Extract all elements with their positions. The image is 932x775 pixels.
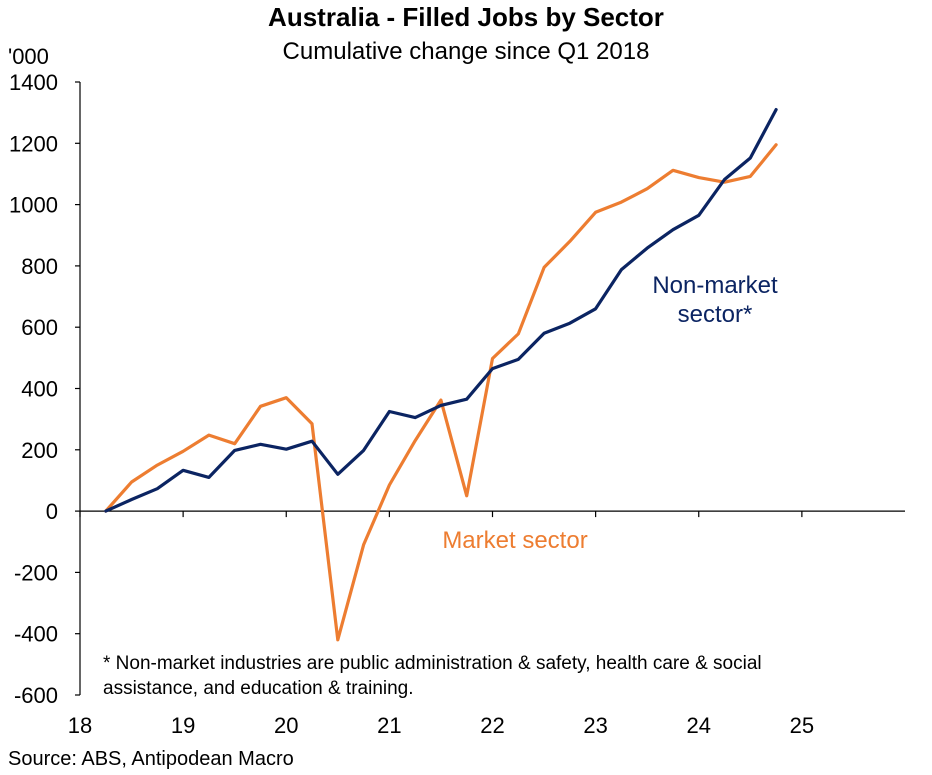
x-tick-label: 18 [68, 713, 92, 738]
chart-axes: 1400 1200 1000 800 600 400 200 0 -200 -400 -600 18 1… [9, 70, 905, 738]
x-tick-label: 20 [274, 713, 298, 738]
y-tick-label: 1000 [9, 193, 58, 218]
x-tick-label: 24 [687, 713, 711, 738]
y-tick-label: -400 [14, 622, 58, 647]
non-market-sector-label-line: Non-market [652, 272, 778, 299]
y-axis-unit-label: '000 [8, 44, 49, 69]
y-tick-label: -200 [14, 560, 58, 585]
non-market-sector-label: Non-market sector* [652, 272, 778, 328]
y-tick-label: 0 [46, 499, 58, 524]
source-note: Source: ABS, Antipodean Macro [8, 748, 294, 770]
y-tick-label: 400 [21, 377, 58, 402]
chart-annotations: Market sector Non-market sector* * Non-mark… [103, 272, 778, 699]
x-tick-label: 19 [171, 713, 195, 738]
x-tick-label: 23 [583, 713, 607, 738]
y-tick-label: 200 [21, 438, 58, 463]
y-tick-label: 1400 [9, 70, 58, 95]
footnote-text: * Non-market industries are public admin… [103, 653, 762, 699]
market-sector-line [104, 143, 778, 642]
non-market-sector-label-line: sector* [678, 301, 753, 328]
market-sector-label: Market sector [442, 527, 587, 554]
chart-lines [104, 107, 778, 642]
y-tick-label: 800 [21, 254, 58, 279]
chart-subtitle: Cumulative change since Q1 2018 [282, 38, 650, 65]
chart-title: Australia - Filled Jobs by Sector [268, 2, 664, 32]
footnote-line: assistance, and education & training. [103, 678, 414, 699]
non-market-sector-line [104, 107, 778, 513]
x-tick-label: 21 [377, 713, 401, 738]
y-tick-label: 1200 [9, 131, 58, 156]
y-tick-label: 600 [21, 315, 58, 340]
x-tick-label: 22 [480, 713, 504, 738]
x-tick-label: 25 [790, 713, 814, 738]
y-tick-label: -600 [14, 683, 58, 708]
footnote-line: * Non-market industries are public admin… [103, 653, 762, 674]
